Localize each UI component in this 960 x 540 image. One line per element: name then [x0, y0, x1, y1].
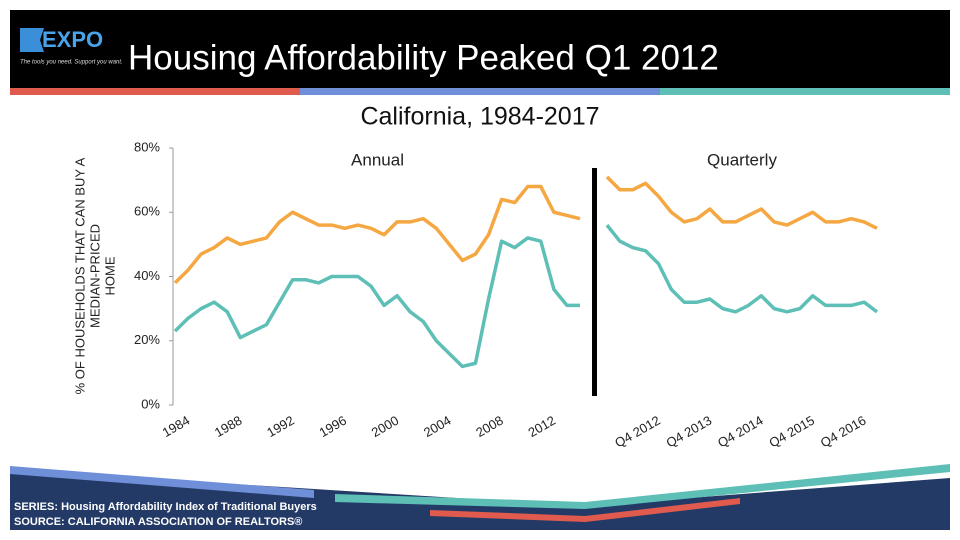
title: Housing Affordability Peaked Q1 2012 [128, 38, 719, 77]
series-line [173, 236, 580, 369]
series-line [605, 224, 879, 314]
y-tick-label: 0% [141, 396, 160, 411]
panel-title: Quarterly [707, 150, 777, 169]
stripe-red [10, 88, 300, 95]
logo: EXPO [42, 27, 103, 52]
y-axis-label-line: MEDIAN-PRICED [87, 224, 102, 328]
footer-source: SOURCE: CALIFORNIA ASSOCIATION OF REALTO… [14, 516, 302, 528]
footer-stripe-teal [335, 464, 950, 509]
header-band [10, 10, 950, 88]
y-axis-label-line: % OF HOUSEHOLDS THAT CAN BUY A [72, 157, 87, 394]
logo-flag [20, 28, 44, 52]
footer-stripe-blue [10, 466, 314, 498]
tagline: The tools you need. Support you want. [20, 60, 123, 66]
series-line [173, 184, 581, 285]
footer-series: SERIES: Housing Affordability Index of T… [14, 501, 317, 513]
y-axis-label: % OF HOUSEHOLDS THAT CAN BUY A MEDIAN-PR… [72, 157, 117, 394]
panel-divider [592, 168, 597, 396]
footer-stripe-red [430, 498, 740, 522]
stripe-teal [660, 88, 950, 95]
stripe-blue [300, 88, 660, 95]
y-axis-label-line: HOME [102, 256, 117, 295]
y-tick-label: 60% [134, 204, 160, 219]
series-line [605, 175, 878, 230]
y-tick-label: 40% [134, 268, 160, 283]
y-tick-label: 80% [134, 139, 160, 154]
subtitle: California, 1984-2017 [360, 103, 599, 131]
y-tick-label: 20% [134, 332, 160, 347]
panel-title: Annual [351, 150, 404, 169]
